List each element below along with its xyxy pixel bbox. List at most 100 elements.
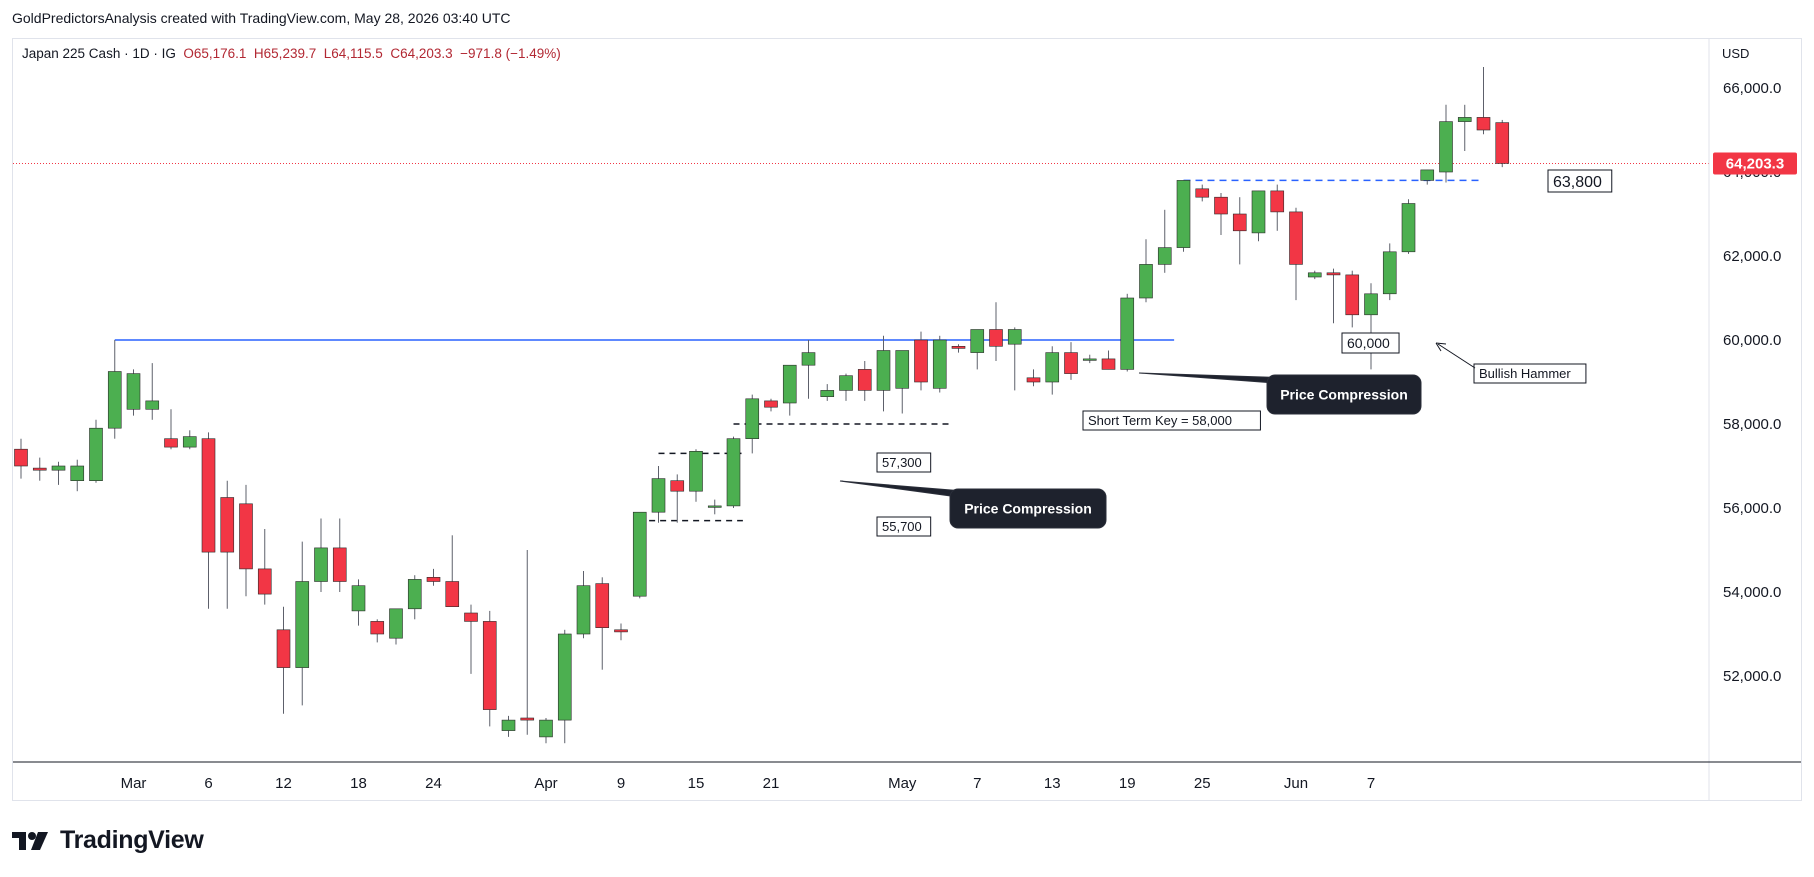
bullish-candle-body — [576, 585, 591, 635]
candle — [857, 361, 872, 401]
candle — [1195, 184, 1210, 202]
candle — [1476, 67, 1491, 135]
candle — [1214, 193, 1228, 235]
time-axis: Mar 6 12 18 24 Apr 9 15 21 May 7 13 19 25 Jun 7 — [13, 761, 1801, 792]
x-tick-label: 6 — [204, 775, 212, 792]
open-value: O65,176.1 — [183, 46, 247, 61]
tradingview-logo[interactable]: TradingView — [12, 826, 204, 855]
price-compression-callout-2: Price Compression — [1138, 372, 1422, 415]
bullish-candle-body — [1420, 169, 1435, 181]
bearish-candle-body — [220, 497, 235, 553]
bearish-candle-body — [595, 583, 610, 628]
bullish-candle-body — [501, 719, 516, 731]
candle — [126, 369, 141, 416]
bullish-candle-body — [389, 608, 403, 639]
bearish-candle-body — [951, 345, 966, 349]
candle — [1251, 190, 1266, 242]
candle — [389, 608, 403, 645]
candle — [1232, 197, 1247, 265]
y-tick-label: 52,000.0 — [1723, 668, 1781, 685]
level-58000-label-box — [1082, 410, 1261, 431]
candle — [1326, 268, 1341, 324]
bullish-candle-body — [745, 398, 760, 439]
x-tick-label: 19 — [1119, 775, 1136, 792]
candle — [1045, 346, 1060, 395]
bearish-candle-body — [1495, 122, 1510, 164]
bullish-hammer-label-text: Bullish Hammer — [1479, 366, 1571, 381]
bearish-candle-body — [14, 448, 28, 467]
candle — [951, 344, 966, 353]
candle — [932, 335, 947, 393]
candle — [182, 430, 197, 450]
bearish-candle-body — [276, 629, 291, 668]
level-60000-label-text: 60,000 — [1347, 335, 1390, 351]
candle — [482, 610, 497, 727]
level-55700-label-box — [876, 516, 932, 537]
bearish-candle-body — [1064, 352, 1078, 374]
candle — [332, 518, 347, 592]
bearish-candle-body — [482, 621, 497, 710]
candle — [239, 484, 253, 597]
y-tick-label: 66,000.0 — [1723, 80, 1781, 97]
candle — [1007, 327, 1022, 391]
candle — [426, 568, 441, 586]
bullish-candle-body — [1176, 180, 1191, 248]
hammer-arrow — [1437, 343, 1476, 369]
bullish-hammer-label-box — [1473, 363, 1587, 384]
level-60000-label-box — [1341, 332, 1400, 354]
bearish-candle-body — [614, 629, 628, 633]
bearish-candle-body — [257, 568, 272, 595]
last-price-label: 64,203.3 — [1726, 155, 1784, 172]
bearish-candle-body — [426, 576, 441, 582]
price-compression-callout-1: Price Compression — [839, 480, 1107, 529]
candle — [1345, 270, 1360, 328]
candle — [164, 409, 178, 450]
bullish-hammer-label: Bullish Hammer — [1473, 363, 1587, 384]
candle — [707, 499, 722, 515]
candle — [1457, 104, 1472, 151]
bullish-candle-body — [932, 339, 947, 389]
candle — [407, 575, 422, 620]
candle — [70, 459, 85, 492]
bullish-candle-body — [1139, 264, 1153, 299]
candle — [257, 529, 272, 605]
bearish-candle-body — [1026, 377, 1041, 383]
currency-unit[interactable]: USD — [1722, 46, 1750, 61]
bullish-candle-body — [539, 719, 553, 738]
bullish-candle-body — [1251, 190, 1266, 234]
candle — [145, 363, 160, 420]
bullish-candle-body — [89, 427, 103, 482]
x-tick-label: 15 — [688, 775, 705, 792]
candle — [370, 619, 385, 643]
bullish-candle-body — [145, 400, 160, 410]
price-axis: 52,000.0 54,000.0 56,000.0 58,000.0 60,000.0… — [1708, 39, 1797, 800]
candle — [445, 535, 460, 608]
candle — [1401, 199, 1416, 254]
candle — [651, 466, 666, 523]
bullish-candle-body — [839, 375, 853, 391]
candle — [1120, 293, 1135, 372]
candle — [764, 398, 778, 412]
candle — [689, 449, 703, 502]
bearish-candle-body — [201, 438, 216, 553]
candle — [1289, 207, 1303, 301]
y-tick-label: 58,000.0 — [1723, 416, 1781, 433]
candle — [1101, 350, 1116, 370]
high-value: H65,239.7 — [253, 46, 317, 61]
bearish-candle-body — [370, 621, 385, 635]
symbol-label: Japan 225 Cash · 1D · IG — [22, 46, 176, 61]
candle — [1439, 104, 1453, 183]
candle — [220, 480, 235, 609]
candle — [1026, 369, 1041, 387]
hammer-arrow-head — [1435, 342, 1447, 352]
candle — [1064, 342, 1078, 380]
bearish-candle-body — [1326, 272, 1341, 276]
candle — [1364, 283, 1378, 370]
bullish-candle-body — [182, 436, 197, 448]
x-tick-label: 12 — [275, 775, 292, 792]
candle — [351, 579, 366, 626]
candle — [745, 394, 760, 454]
x-tick-label: Jun — [1284, 775, 1308, 792]
bearish-candle-body — [989, 329, 1003, 347]
